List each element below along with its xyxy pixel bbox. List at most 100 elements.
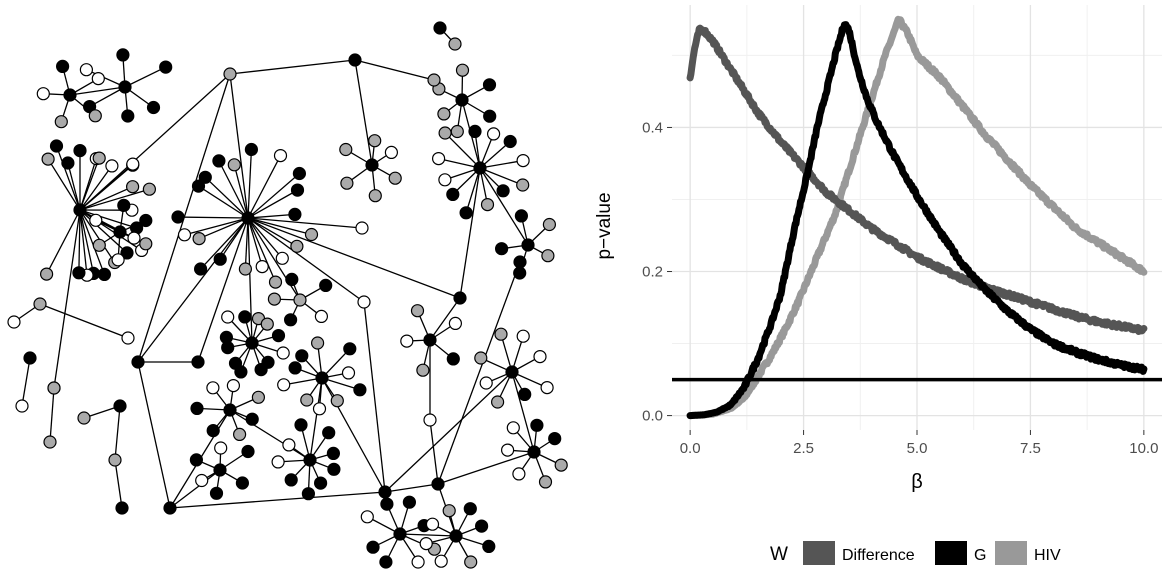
network-edge [67,162,81,211]
network-edge [137,361,171,509]
network-node-black [327,462,341,476]
network-edge [47,158,81,211]
network-node-black [213,252,227,266]
network-node-white [226,379,240,393]
network-node-white [533,350,547,364]
network-node-black [482,78,497,92]
network-node-white [79,63,94,77]
network-node-black [473,161,487,175]
network-edge [247,217,263,267]
network-node-white [512,467,526,481]
network-node-white [341,366,356,380]
network-node-black [378,485,392,499]
network-node-black [23,351,37,365]
network-node-grey [339,142,353,157]
y-axis-ticks: 0.0 0.2 0.4 [642,119,672,425]
network-edge [79,209,88,276]
network-edge [204,176,249,219]
network-node-grey [516,178,530,192]
network-node-black [521,238,535,252]
network-node-black [235,476,249,490]
network-edge [197,217,249,363]
network-node-grey [33,297,47,311]
network-edge [200,217,249,270]
network-node-white [419,536,433,551]
network-node-grey [92,238,106,252]
network-node-grey [427,73,441,87]
x-tick-label: 2.5 [793,440,814,457]
network-node-grey [448,37,462,51]
network-edge [124,66,167,88]
network-node-black [393,527,407,541]
network-edge [247,217,312,236]
network-edge [46,209,81,275]
network-node-grey [88,109,102,123]
network-edge [169,491,386,509]
network-node-grey [192,232,206,246]
network-node-black [483,109,497,123]
y-tick-label: 0.0 [642,408,663,425]
network-node-black [288,207,302,221]
network-node-grey [442,504,456,518]
network-node-black [453,291,467,305]
network-node-white [479,376,493,390]
network-edge [218,160,249,219]
network-edge [247,149,253,219]
network-node-black [495,242,509,256]
series-line-g [686,21,1148,420]
network-node-grey [438,126,452,140]
network-node-black [73,144,87,158]
network-edge [399,533,457,537]
network-node-grey [541,249,555,263]
network-node-black [212,154,226,168]
network-edge [444,132,481,169]
network-node-grey [233,427,247,441]
network-node-white [121,331,135,345]
network-node-grey [290,239,304,253]
network-node-black [146,100,161,115]
network-edge [363,301,386,493]
network-edge [79,188,150,211]
network-node-black [223,403,237,417]
network-node-black [49,139,64,153]
series-line-difference [686,24,1148,335]
network-node-black [219,330,233,344]
network-node-white [312,402,327,416]
network-node-black [254,363,268,377]
network-node-white [411,555,425,569]
network-edge [465,167,481,213]
network-edge [229,59,356,75]
network-node-black [423,333,437,347]
network-edge [79,209,105,275]
series-line-hiv [686,15,1148,420]
plot-grid [672,5,1162,430]
network-node-grey [126,180,140,194]
network-node-white [195,473,209,488]
network-node-black [315,371,329,385]
network-edge [233,164,249,219]
network-edge [247,217,461,299]
network-edge [247,189,298,219]
network-node-black [353,383,367,397]
network-node-black [120,246,134,260]
network-node-black [191,179,206,193]
network-node-white [221,310,235,324]
legend: W Difference G HIV [770,541,1061,565]
network-node-grey [92,151,106,165]
network-edge [137,217,249,363]
network-node-white [434,554,448,568]
network-edge [479,167,529,246]
network-node-white [36,87,50,101]
network-node-black [530,418,544,432]
network-edge [86,69,126,88]
network-edge [247,213,295,219]
network-node-black [159,60,173,74]
network-edge [69,86,126,96]
network-node-grey [416,363,430,377]
network-node-black [206,424,220,438]
network-node-black [319,278,333,292]
network-node-white [423,413,437,427]
legend-label-g: G [974,547,986,564]
network-node-grey [410,304,425,318]
